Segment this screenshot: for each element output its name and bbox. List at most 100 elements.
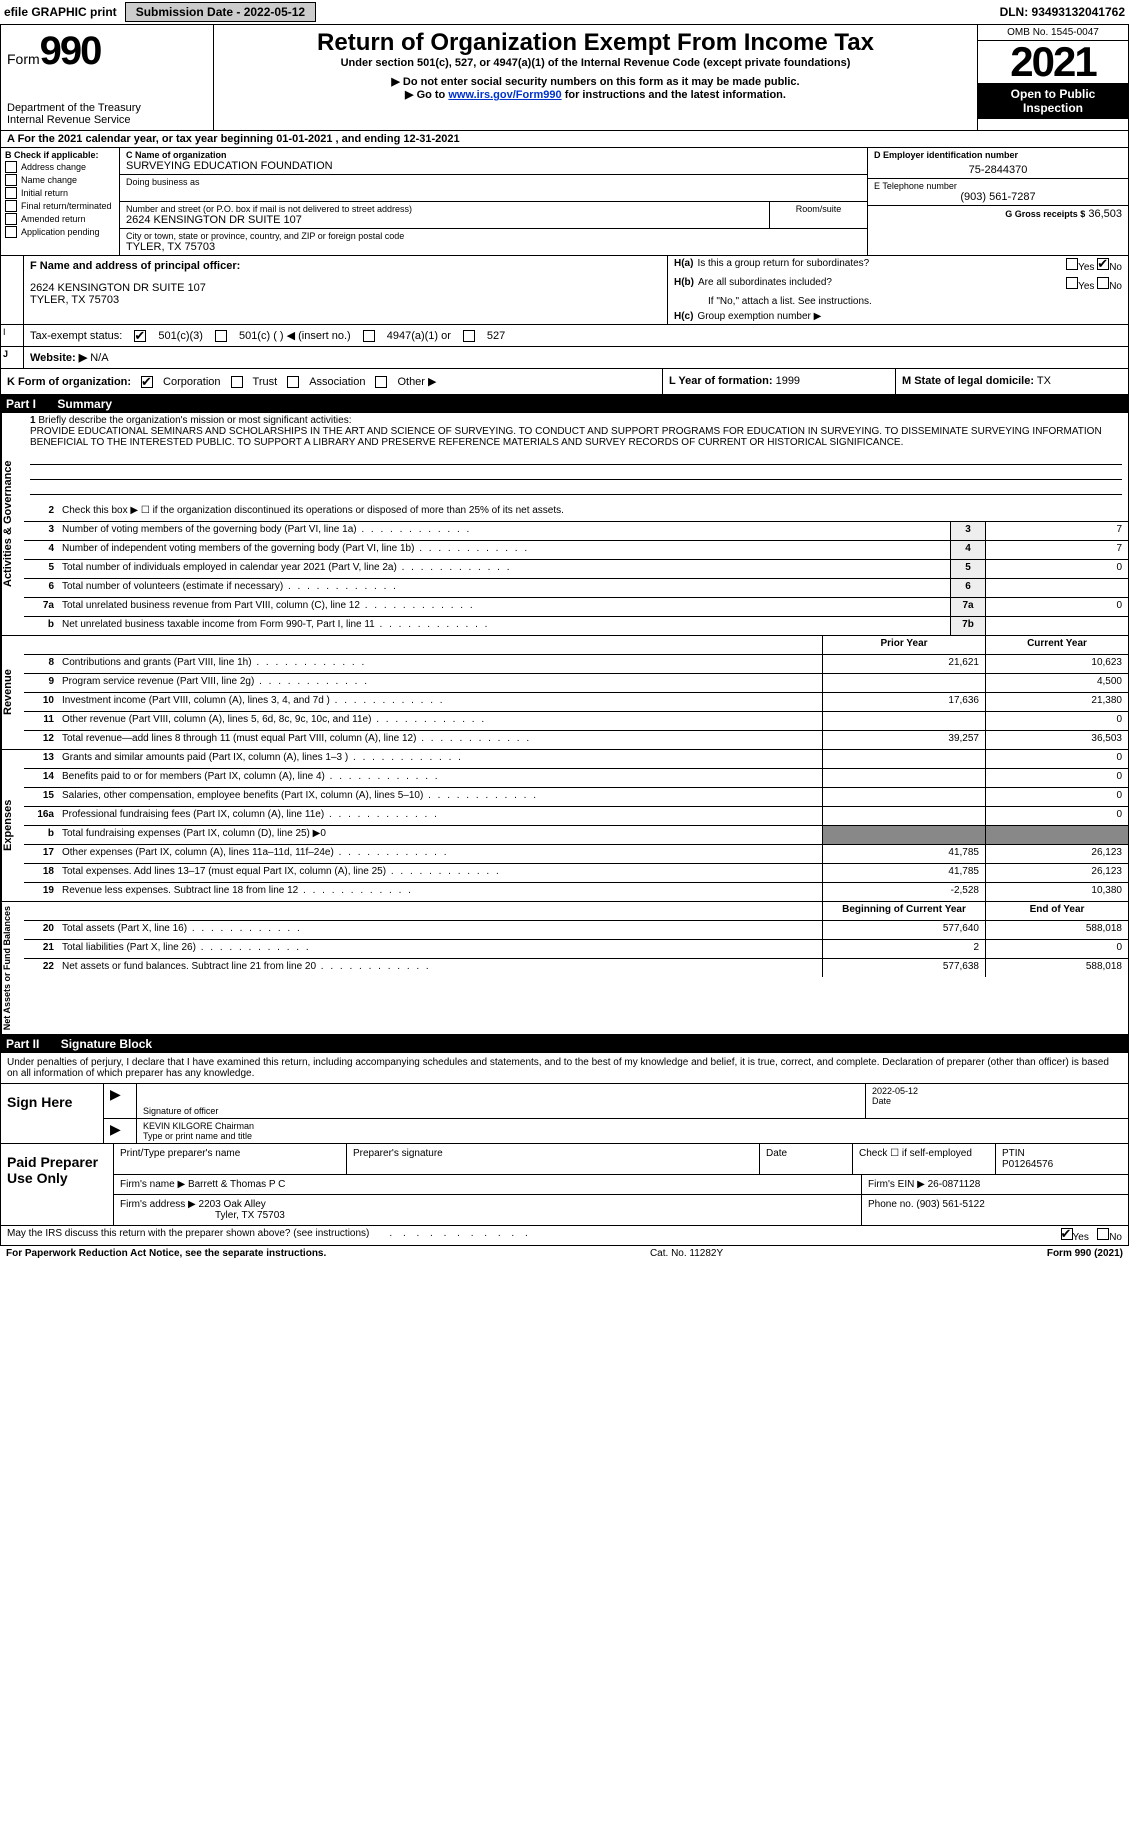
revenue-row: 9Program service revenue (Part VIII, lin… bbox=[24, 674, 1128, 693]
chk-501c3[interactable] bbox=[134, 330, 146, 342]
header-left: Form990 Department of the Treasury Inter… bbox=[1, 25, 214, 130]
firm-name-value: Barrett & Thomas P C bbox=[188, 1179, 285, 1190]
irs-link[interactable]: www.irs.gov/Form990 bbox=[448, 89, 561, 101]
revenue-row: 8Contributions and grants (Part VIII, li… bbox=[24, 655, 1128, 674]
expense-row: 18Total expenses. Add lines 13–17 (must … bbox=[24, 864, 1128, 883]
chk-501c[interactable] bbox=[215, 330, 227, 342]
discuss-no-chk[interactable] bbox=[1097, 1228, 1109, 1240]
blank-line-1 bbox=[30, 450, 1122, 465]
net-assets-block: Net Assets or Fund Balances Beginning of… bbox=[0, 902, 1129, 1035]
sig-name-value: KEVIN KILGORE Chairman bbox=[143, 1121, 1122, 1131]
section-j: J Website: ▶ N/A bbox=[0, 347, 1129, 369]
column-f: F Name and address of principal officer:… bbox=[24, 256, 667, 324]
firm-phone-value: (903) 561-5122 bbox=[916, 1199, 984, 1210]
blank-line-3 bbox=[30, 480, 1122, 495]
sig-declaration: Under penalties of perjury, I declare th… bbox=[1, 1053, 1128, 1084]
chk-4947[interactable] bbox=[363, 330, 375, 342]
city-label: City or town, state or province, country… bbox=[126, 231, 861, 241]
net-row: 20Total assets (Part X, line 16)577,6405… bbox=[24, 921, 1128, 940]
tax-year: 2021 bbox=[978, 41, 1128, 83]
ha-label: H(a) bbox=[674, 258, 693, 273]
arrow-icon-2: ▶ bbox=[110, 1121, 121, 1137]
col-b-heading: B Check if applicable: bbox=[5, 150, 115, 160]
chk-final-return[interactable] bbox=[5, 200, 17, 212]
street-value: 2624 KENSINGTON DR SUITE 107 bbox=[126, 214, 763, 226]
firm-name-label: Firm's name ▶ bbox=[120, 1179, 185, 1190]
website-value: N/A bbox=[90, 352, 108, 364]
begin-year-header: Beginning of Current Year bbox=[822, 902, 985, 920]
hc-text: Group exemption number ▶ bbox=[697, 311, 821, 322]
room-suite-label: Room/suite bbox=[770, 202, 867, 228]
form-subtitle-1: Under section 501(c), 527, or 4947(a)(1)… bbox=[222, 57, 969, 69]
firm-addr2: Tyler, TX 75703 bbox=[215, 1210, 855, 1221]
discuss-yes-chk[interactable] bbox=[1061, 1228, 1073, 1240]
gov-row: 6Total number of volunteers (estimate if… bbox=[24, 579, 1128, 598]
prep-sig-label: Preparer's signature bbox=[347, 1144, 760, 1174]
firm-ein-value: 26-0871128 bbox=[928, 1179, 981, 1190]
phone-value: (903) 561-7287 bbox=[874, 191, 1122, 203]
chk-527[interactable] bbox=[463, 330, 475, 342]
firm-addr1: 2203 Oak Alley bbox=[199, 1199, 266, 1210]
chk-initial-return[interactable] bbox=[5, 187, 17, 199]
chk-application-pending[interactable] bbox=[5, 226, 17, 238]
expenses-block: Expenses 13Grants and similar amounts pa… bbox=[0, 750, 1129, 902]
chk-trust[interactable] bbox=[231, 376, 243, 388]
chk-other[interactable] bbox=[375, 376, 387, 388]
activities-governance-block: Activities & Governance 1 Briefly descri… bbox=[0, 413, 1129, 636]
chk-address-change[interactable] bbox=[5, 161, 17, 173]
prep-check-label: Check ☐ if self-employed bbox=[853, 1144, 996, 1174]
firm-ein-label: Firm's EIN ▶ bbox=[868, 1179, 925, 1190]
ha-no-chk[interactable] bbox=[1097, 258, 1109, 270]
line-1-num: 1 bbox=[30, 415, 36, 426]
gov-row: 4Number of independent voting members of… bbox=[24, 541, 1128, 560]
revenue-block: Revenue Prior Year Current Year 8Contrib… bbox=[0, 636, 1129, 750]
column-c-org-info: C Name of organization SURVEYING EDUCATI… bbox=[120, 148, 867, 255]
firm-phone-label: Phone no. bbox=[868, 1199, 914, 1210]
vert-label-revenue: Revenue bbox=[1, 636, 24, 749]
prep-name-label: Print/Type preparer's name bbox=[114, 1144, 347, 1174]
prior-year-header: Prior Year bbox=[822, 636, 985, 654]
expense-row: 19Revenue less expenses. Subtract line 1… bbox=[24, 883, 1128, 901]
expense-row: 14Benefits paid to or for members (Part … bbox=[24, 769, 1128, 788]
mission-body: PROVIDE EDUCATIONAL SEMINARS AND SCHOLAR… bbox=[30, 426, 1102, 448]
signature-block: Under penalties of perjury, I declare th… bbox=[0, 1053, 1129, 1144]
hb-yes-chk[interactable] bbox=[1066, 277, 1078, 289]
revenue-header-row: Prior Year Current Year bbox=[24, 636, 1128, 655]
officer-addr2: TYLER, TX 75703 bbox=[30, 294, 661, 306]
expense-row: 17Other expenses (Part IX, column (A), l… bbox=[24, 845, 1128, 864]
chk-corporation[interactable] bbox=[141, 376, 153, 388]
discuss-text: May the IRS discuss this return with the… bbox=[7, 1228, 369, 1243]
sig-name-label: Type or print name and title bbox=[143, 1131, 1122, 1141]
chk-association[interactable] bbox=[287, 376, 299, 388]
chk-name-change[interactable] bbox=[5, 174, 17, 186]
part-2-label: Part II bbox=[6, 1037, 39, 1051]
footer-discuss-row: May the IRS discuss this return with the… bbox=[0, 1226, 1129, 1246]
column-h: H(a) Is this a group return for subordin… bbox=[667, 256, 1128, 324]
chk-amended[interactable] bbox=[5, 213, 17, 225]
part-2-title: Signature Block bbox=[61, 1037, 152, 1051]
paid-preparer-block: Paid Preparer Use Only Print/Type prepar… bbox=[0, 1144, 1129, 1226]
i-indicator: I bbox=[1, 325, 24, 346]
current-year-header: Current Year bbox=[985, 636, 1128, 654]
efile-label: efile GRAPHIC print bbox=[4, 5, 117, 19]
gov-row: 7aTotal unrelated business revenue from … bbox=[24, 598, 1128, 617]
submission-date-button[interactable]: Submission Date - 2022-05-12 bbox=[125, 2, 316, 22]
firm-addr-label: Firm's address ▶ bbox=[120, 1199, 196, 1210]
sig-officer-label: Signature of officer bbox=[143, 1106, 859, 1116]
ein-label: D Employer identification number bbox=[874, 150, 1122, 160]
hb-note: If "No," attach a list. See instructions… bbox=[708, 296, 872, 307]
city-value: TYLER, TX 75703 bbox=[126, 241, 861, 253]
ha-yes-chk[interactable] bbox=[1066, 258, 1078, 270]
section-klm: K Form of organization: Corporation Trus… bbox=[0, 369, 1129, 395]
form-subtitle-2: ▶ Do not enter social security numbers o… bbox=[222, 75, 969, 88]
form-footer: Form 990 (2021) bbox=[1047, 1248, 1123, 1259]
part-1-header: Part I Summary bbox=[0, 395, 1129, 413]
line-1-desc: Briefly describe the organization's miss… bbox=[38, 415, 351, 426]
part-2-header: Part II Signature Block bbox=[0, 1035, 1129, 1053]
ptin-value: P01264576 bbox=[1002, 1159, 1122, 1170]
sign-here-label: Sign Here bbox=[1, 1084, 104, 1143]
net-header-row: Beginning of Current Year End of Year bbox=[24, 902, 1128, 921]
hb-no-chk[interactable] bbox=[1097, 277, 1109, 289]
officer-label: F Name and address of principal officer: bbox=[30, 260, 661, 272]
column-deg: D Employer identification number 75-2844… bbox=[867, 148, 1128, 255]
